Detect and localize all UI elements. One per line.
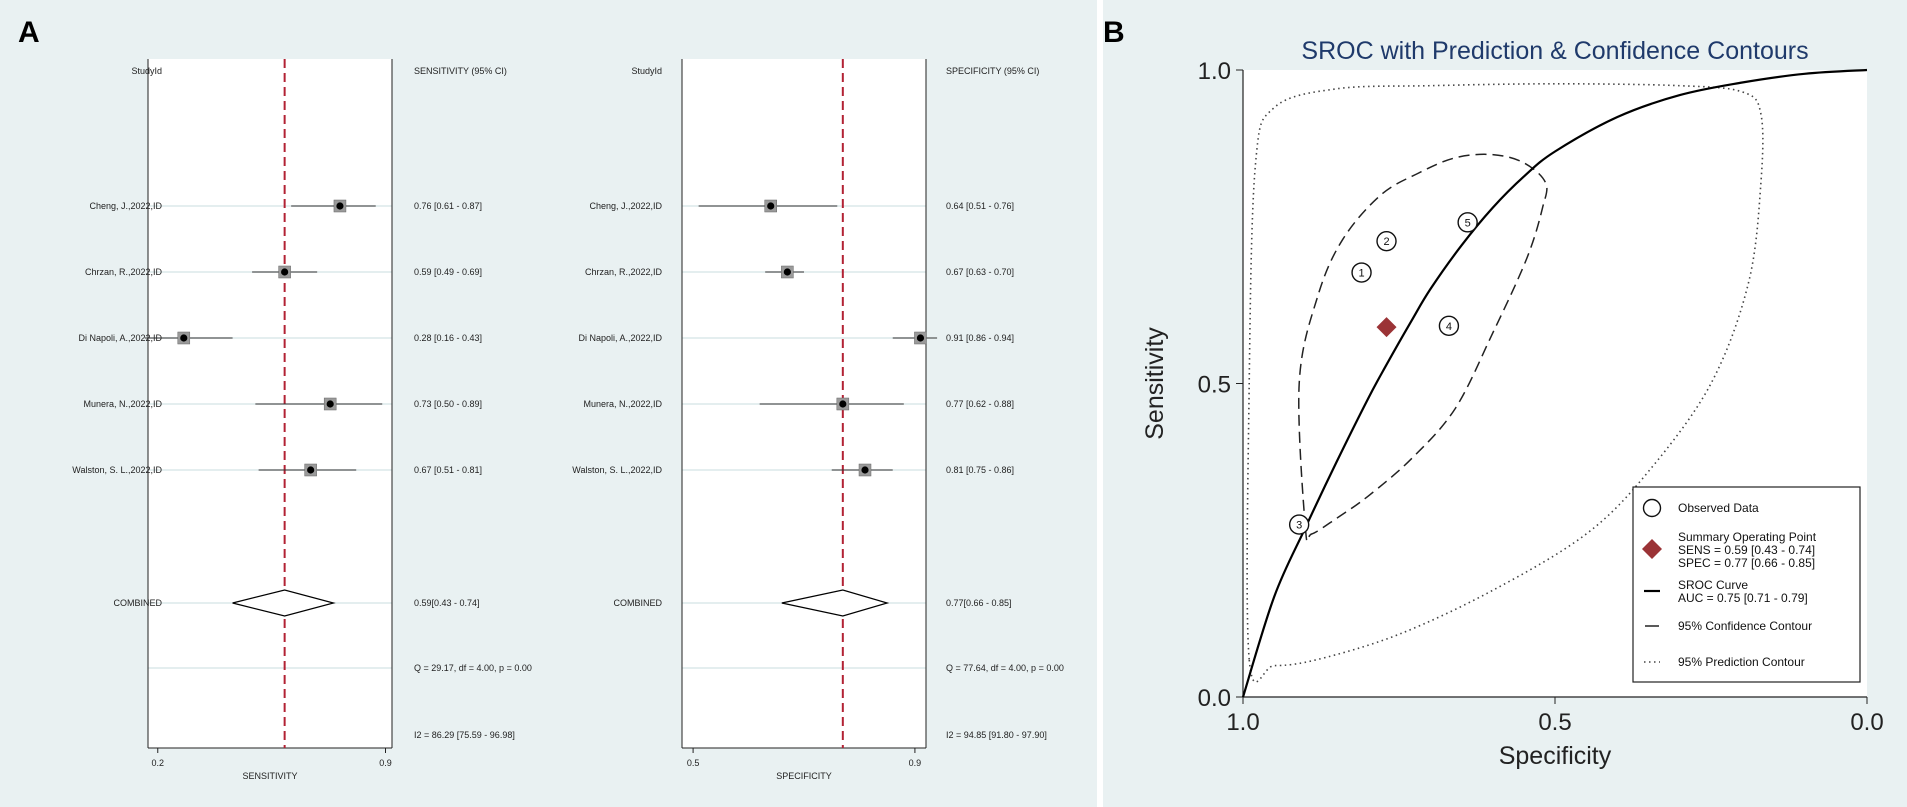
panel-a: A 0.2 0.9 SENSITIVITY StudyId SENSITIVITY (9… <box>0 0 1097 807</box>
sensitivity-combined-ci-text: 0.59[0.43 - 0.74] <box>414 598 480 608</box>
specificity-ci-header: SPECIFICITY (95% CI) <box>946 66 1039 76</box>
summary-operating-point <box>1376 317 1397 338</box>
legend-label: Observed Data <box>1678 501 1759 515</box>
legend-label: SPEC = 0.77 [0.66 - 0.85] <box>1678 556 1815 570</box>
sensitivity-study-label: Chrzan, R.,2022,ID <box>85 267 163 277</box>
x-tick-label: 0.5 <box>1538 709 1571 736</box>
sensitivity-ci-text: 0.28 [0.16 - 0.43] <box>414 333 482 343</box>
specificity-study-label: Di Napoli, A.,2022,ID <box>578 333 662 343</box>
sensitivity-i2-statistic: I2 = 86.29 [75.59 - 96.98] <box>414 730 515 740</box>
specificity-tick-label: 0.5 <box>687 758 700 768</box>
specificity-study-label: Chrzan, R.,2022,ID <box>585 267 663 277</box>
legend-label: AUC = 0.75 [0.71 - 0.79] <box>1678 591 1808 605</box>
specificity-x-axis-label: SPECIFICITY <box>776 771 832 781</box>
sensitivity-study-label: Cheng, J.,2022,ID <box>89 201 162 211</box>
x-tick-label: 0.0 <box>1850 709 1883 736</box>
sensitivity-point-estimate <box>326 400 334 408</box>
specificity-study-header: StudyId <box>631 66 662 76</box>
specificity-point-estimate <box>839 400 847 408</box>
sensitivity-point-estimate <box>180 334 188 342</box>
legend-label: SROC Curve <box>1678 578 1748 592</box>
specificity-point-estimate <box>767 202 775 210</box>
sroc-chart: SROC with Prediction & Confidence Contou… <box>1141 37 1884 770</box>
sensitivity-ci-text: 0.59 [0.49 - 0.69] <box>414 267 482 277</box>
specificity-point-estimate <box>916 334 925 342</box>
sensitivity-study-label: Di Napoli, A.,2022,ID <box>78 333 162 343</box>
sensitivity-ci-text: 0.73 [0.50 - 0.89] <box>414 399 482 409</box>
sensitivity-point-estimate <box>307 466 315 474</box>
specificity-ci-text: 0.81 [0.75 - 0.86] <box>946 465 1014 475</box>
legend-summary-symbol <box>1642 539 1662 559</box>
specificity-tick-label: 0.9 <box>909 758 922 768</box>
sroc-curve <box>1241 68 1868 698</box>
sensitivity-forest: 0.2 0.9 SENSITIVITY StudyId SENSITIVITY (95%… <box>72 59 532 781</box>
y-tick-label: 1.0 <box>1198 58 1231 85</box>
observed-point <box>1457 212 1478 233</box>
sensitivity-ci-text: 0.76 [0.61 - 0.87] <box>414 201 482 211</box>
sensitivity-q-statistic: Q = 29.17, df = 4.00, p = 0.00 <box>414 663 532 673</box>
sensitivity-tick-label: 0.2 <box>152 758 165 768</box>
sensitivity-study-label: Munera, N.,2022,ID <box>83 399 162 409</box>
observed-point-label: 2 <box>1383 236 1389 248</box>
observed-point-label: 4 <box>1446 321 1452 333</box>
sensitivity-point-estimate <box>336 202 344 210</box>
sensitivity-ci-text: 0.67 [0.51 - 0.81] <box>414 465 482 475</box>
legend: Observed Data Summary Operating PointSENS… <box>1632 486 1861 683</box>
specificity-study-label: Munera, N.,2022,ID <box>583 399 662 409</box>
observed-point <box>1288 514 1310 535</box>
specificity-ci-text: 0.64 [0.51 - 0.76] <box>946 201 1014 211</box>
sensitivity-ci-header: SENSITIVITY (95% CI) <box>414 66 507 76</box>
sensitivity-tick-label: 0.9 <box>379 758 392 768</box>
specificity-study-label: Cheng, J.,2022,ID <box>589 201 662 211</box>
sroc-group: SROC with Prediction & Confidence Contou… <box>1141 37 1884 770</box>
panel-b: B SROC with Prediction & Confidence Cont… <box>1103 0 1907 807</box>
observed-point <box>1351 262 1372 283</box>
observed-point-label: 5 <box>1465 217 1471 229</box>
specificity-forest: 0.5 0.9 SPECIFICITY StudyId SPECIFICITY (95%… <box>572 59 1064 781</box>
observed-point <box>1376 230 1397 252</box>
legend-label: 95% Prediction Contour <box>1678 655 1805 669</box>
panel-a-label: A <box>18 16 40 49</box>
x-axis-label: Specificity <box>1499 742 1612 770</box>
sroc-title: SROC with Prediction & Confidence Contou… <box>1301 37 1808 65</box>
legend-label: SENS = 0.59 [0.43 - 0.74] <box>1678 543 1815 557</box>
observed-point-label: 1 <box>1358 268 1364 280</box>
observed-point <box>1438 315 1460 337</box>
observed-point-label: 3 <box>1296 520 1302 532</box>
specificity-ci-text: 0.77 [0.62 - 0.88] <box>946 399 1014 409</box>
specificity-combined-label: COMBINED <box>613 598 662 608</box>
sensitivity-x-axis-label: SENSITIVITY <box>242 771 297 781</box>
forest-plots: 0.2 0.9 SENSITIVITY StudyId SENSITIVITY (95%… <box>72 59 1064 781</box>
specificity-combined-diamond <box>781 589 890 617</box>
y-tick-label: 0.5 <box>1198 372 1231 399</box>
sensitivity-study-label: Walston, S. L.,2022,ID <box>72 465 162 475</box>
sensitivity-combined-label: COMBINED <box>113 598 162 608</box>
specificity-study-label: Walston, S. L.,2022,ID <box>572 465 662 475</box>
specificity-point-estimate <box>861 466 869 474</box>
legend-label: Summary Operating Point <box>1678 530 1817 544</box>
y-axis-label: Sensitivity <box>1141 327 1169 440</box>
legend-label: 95% Confidence Contour <box>1678 619 1812 633</box>
specificity-ci-text: 0.91 [0.86 - 0.94] <box>946 333 1014 343</box>
sensitivity-combined-diamond <box>232 589 336 617</box>
specificity-q-statistic: Q = 77.64, df = 4.00, p = 0.00 <box>946 663 1064 673</box>
legend-box <box>1632 486 1861 683</box>
sensitivity-point-estimate <box>281 268 289 276</box>
confidence-contour <box>1298 153 1548 542</box>
specificity-point-estimate <box>783 268 791 276</box>
x-tick-label: 1.0 <box>1226 709 1259 736</box>
specificity-i2-statistic: I2 = 94.85 [91.80 - 97.90] <box>946 730 1047 740</box>
prediction-contour <box>1246 82 1764 683</box>
specificity-combined-ci-text: 0.77[0.66 - 0.85] <box>946 598 1012 608</box>
y-tick-label: 0.0 <box>1198 685 1231 712</box>
sensitivity-study-header: StudyId <box>131 66 162 76</box>
panel-b-label: B <box>1103 16 1125 49</box>
specificity-ci-text: 0.67 [0.63 - 0.70] <box>946 267 1014 277</box>
legend-observed-symbol <box>1642 498 1662 518</box>
